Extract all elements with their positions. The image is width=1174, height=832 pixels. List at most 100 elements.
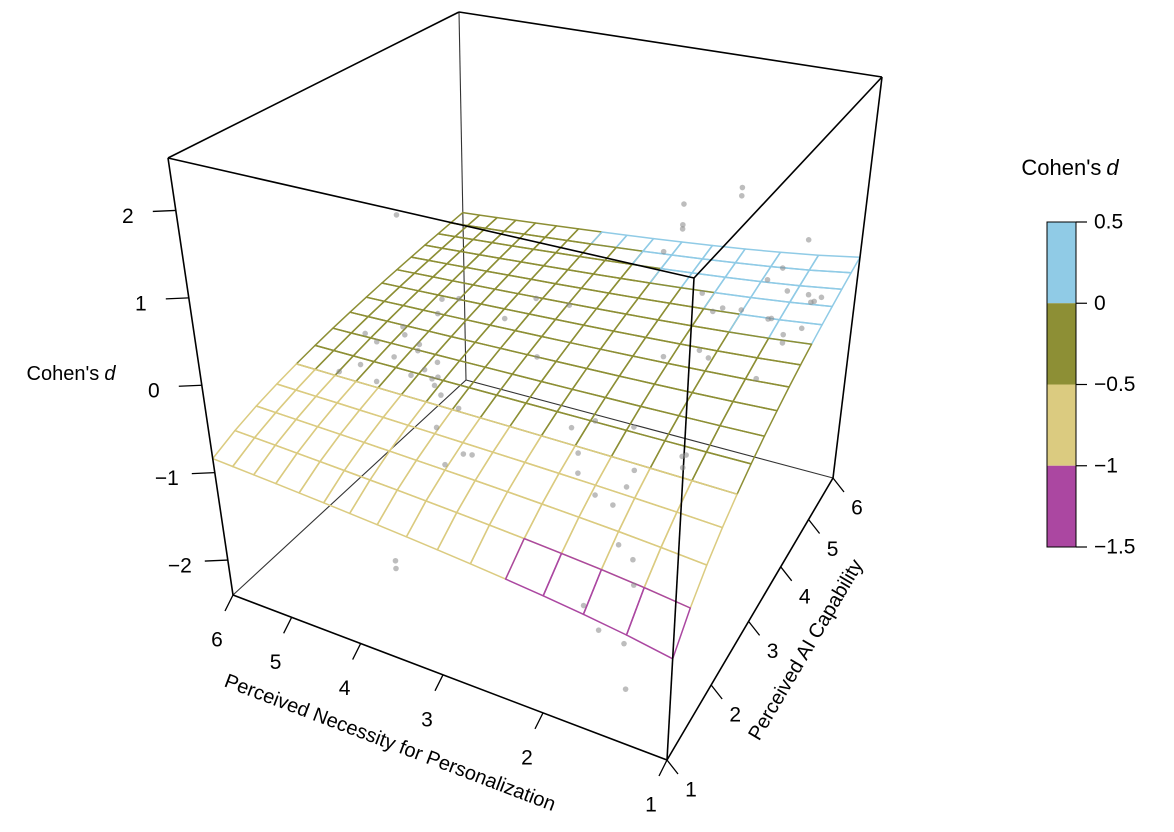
x-tick-mark	[283, 617, 293, 634]
surface-cell	[405, 500, 458, 551]
y-tick-mark	[748, 620, 761, 636]
scatter-point	[533, 295, 539, 302]
surface-cell	[625, 297, 671, 321]
surface-cell	[574, 419, 628, 458]
surface-cell	[554, 268, 595, 290]
scatter-point	[373, 338, 380, 345]
scatter-point	[779, 265, 786, 271]
y-tick-mark	[808, 519, 821, 534]
surface-cell	[604, 375, 656, 408]
legend-colorbar: 0.5 0 −0.5 −1 −1.5	[1046, 211, 1135, 559]
surface-cell	[425, 469, 476, 514]
y-tick-mark	[832, 477, 845, 493]
surface-cell	[595, 292, 640, 315]
scatter-point	[630, 556, 636, 563]
box-edge	[693, 76, 883, 279]
surface-cell	[489, 308, 530, 332]
scatter-point	[631, 467, 638, 474]
scatter-point	[610, 502, 616, 508]
z-tick-mark	[204, 559, 228, 562]
scatter-point	[362, 330, 368, 337]
surface-cell	[571, 367, 621, 399]
scatter-point	[764, 276, 771, 283]
scatter-point	[415, 347, 421, 354]
scatter-point	[336, 368, 342, 375]
legend-tick-label: −1.5	[1094, 536, 1135, 559]
surface-cell	[644, 319, 693, 345]
surface-mesh	[211, 211, 861, 660]
box-hidden-edge	[465, 379, 834, 479]
scatter-point	[438, 392, 444, 398]
surface-cell	[556, 388, 607, 422]
legend-tick-label: 0.5	[1094, 211, 1123, 234]
y-tick-mark	[666, 759, 679, 775]
scatter-point	[696, 347, 703, 354]
y-tick-label: 4	[799, 585, 811, 608]
box-hidden-edge	[232, 379, 467, 596]
surface-cell	[679, 325, 730, 352]
surface-cell	[523, 503, 580, 555]
box-edge	[666, 477, 834, 761]
scatter-point	[738, 192, 745, 199]
scatter-point	[592, 492, 598, 498]
surface-cell	[469, 524, 525, 580]
x-tick-label: 4	[339, 677, 351, 700]
scatter-point	[393, 212, 400, 218]
surface-cell	[599, 330, 647, 357]
surface-cell	[778, 301, 833, 326]
scatter-point	[779, 340, 786, 346]
x-axis-title: Perceived Necessity for Personalization	[221, 670, 558, 816]
scatter-point	[402, 332, 408, 338]
x-tick-label: 2	[521, 746, 533, 769]
box-edge	[666, 277, 695, 761]
legend-tick-label: −1	[1094, 454, 1118, 477]
scatter-point	[429, 376, 435, 382]
surface-cell	[664, 414, 721, 453]
surface-cell	[608, 277, 651, 299]
surface-cell	[541, 472, 597, 518]
surface-cell	[488, 491, 543, 540]
surface-cell	[567, 287, 610, 310]
scatter-point	[439, 296, 445, 302]
surface-cell	[506, 461, 560, 505]
legend-band	[1047, 465, 1076, 547]
box-edge	[167, 11, 460, 159]
surface-cell	[705, 424, 766, 465]
z-tick-label: 1	[135, 292, 147, 315]
x-tick-label: 3	[421, 708, 433, 731]
scatter-point	[818, 294, 825, 301]
surface-cell	[444, 441, 494, 482]
scatter-point	[391, 354, 397, 360]
scatter-point	[469, 452, 475, 458]
surface-cell	[540, 410, 592, 447]
surface-cell	[649, 267, 693, 289]
surface-cell	[585, 348, 634, 377]
x-tick-mark	[352, 643, 362, 660]
scatter-point	[400, 323, 406, 330]
surface-cell	[637, 282, 682, 305]
surface-cell	[479, 394, 527, 428]
surface-cell	[640, 383, 694, 417]
x-tick-label: 1	[645, 794, 657, 817]
scatter-point	[501, 315, 508, 322]
scatter-point	[709, 308, 716, 315]
y-tick-mark	[710, 684, 723, 700]
z-tick-mark	[178, 384, 202, 387]
scatter-point	[679, 464, 686, 471]
surface-cell	[231, 436, 277, 476]
surface-cell	[610, 429, 666, 469]
scatter-point	[615, 542, 622, 548]
scatter-point	[393, 565, 399, 572]
scatter-point	[433, 424, 440, 431]
surface-cell	[594, 455, 651, 499]
surface-cell	[744, 357, 802, 388]
y-tick-mark	[780, 566, 793, 582]
surface-cell	[582, 307, 627, 332]
z-tick-mark	[191, 471, 215, 475]
surface-cell	[524, 435, 576, 475]
surface-cell	[704, 350, 759, 380]
scatter-point	[681, 201, 687, 207]
z-tick-label: −1	[155, 467, 179, 490]
